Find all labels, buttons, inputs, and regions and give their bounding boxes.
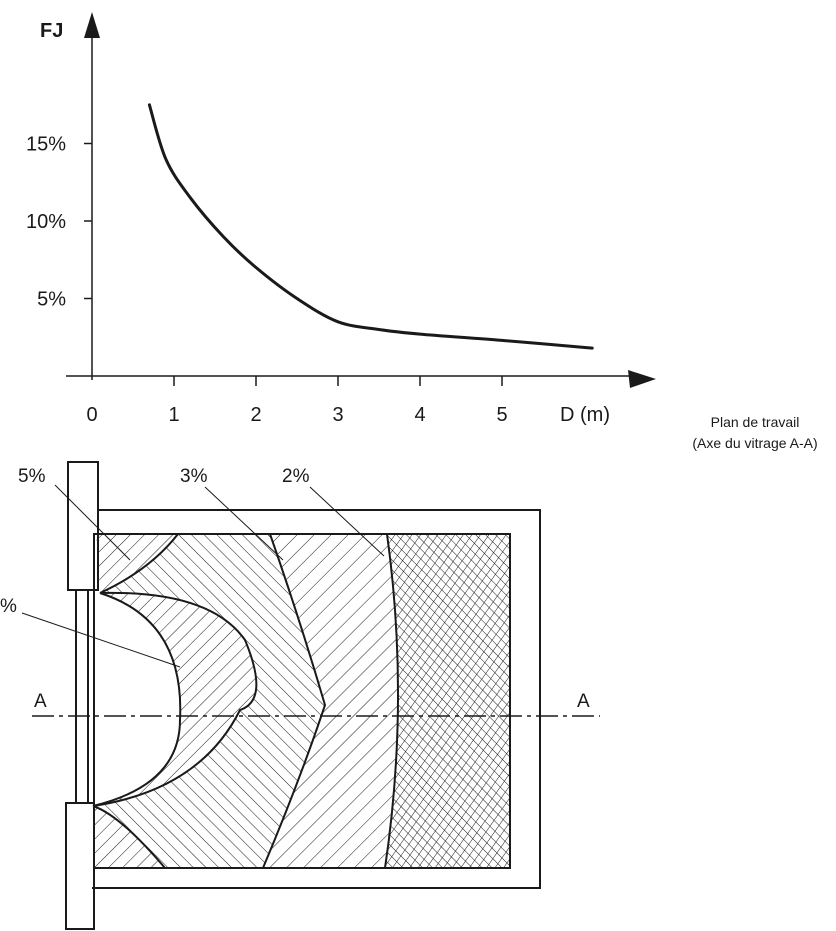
zone-label-3pct: 3% <box>180 466 208 487</box>
boundary-5pct <box>92 591 258 807</box>
y-tick-label: 15% <box>26 134 66 156</box>
boundary-corner-bottom <box>92 805 166 869</box>
y-tick-label: 10% <box>26 211 66 233</box>
axis-label-left: A <box>34 691 47 712</box>
zone-corner-bottom <box>93 806 165 868</box>
outer-wall <box>92 509 541 889</box>
leader-10pct <box>21 612 181 668</box>
leader-3pct <box>204 486 284 561</box>
boundary-corner-top <box>99 533 179 594</box>
x-tick-label: 4 <box>414 404 425 426</box>
y-tick-label: 5% <box>37 289 66 311</box>
daylight-factor-graph: FJ D (m) 0 1 2 3 4 5 5% 10% 15% <box>26 12 656 426</box>
x-ticks: 0 1 2 3 4 5 <box>86 376 508 426</box>
zone-label-5pct: 5% <box>18 466 46 487</box>
x-axis-label: D (m) <box>560 404 610 426</box>
x-tick-label: 3 <box>332 404 343 426</box>
window-jamb-bottom <box>65 802 95 930</box>
x-tick-label: 5 <box>496 404 507 426</box>
y-axis-label: FJ <box>40 20 63 42</box>
zone-corner-top <box>96 534 178 593</box>
zone-far-2pct-cross <box>385 534 510 868</box>
leader-5pct <box>54 484 131 561</box>
y-ticks: 5% 10% 15% <box>26 134 92 311</box>
boundary-3pct <box>262 533 327 869</box>
zone-5pct <box>93 592 257 806</box>
zone-label-10pct: % <box>0 596 17 617</box>
x-axis-arrowhead <box>628 370 656 388</box>
zone-label-2pct: 2% <box>282 466 310 487</box>
x-tick-label: 1 <box>168 404 179 426</box>
y-axis-arrowhead <box>84 12 100 38</box>
boundary-2pct <box>384 533 400 869</box>
zone-3pct <box>93 534 325 868</box>
x-tick-label: 2 <box>250 404 261 426</box>
plan-caption-line2: (Axe du vitrage A-A) <box>692 435 817 451</box>
data-series-line <box>147 103 594 350</box>
leader-2pct <box>309 486 385 557</box>
room-interior <box>93 533 511 869</box>
floor-plan: Plan de travail (Axe du vitrage A-A) A <box>0 414 818 930</box>
x-tick-label: 0 <box>86 404 97 426</box>
boundary-10pct <box>92 592 182 807</box>
plan-caption-line1: Plan de travail <box>711 414 800 430</box>
axis-label-right: A <box>577 691 590 712</box>
